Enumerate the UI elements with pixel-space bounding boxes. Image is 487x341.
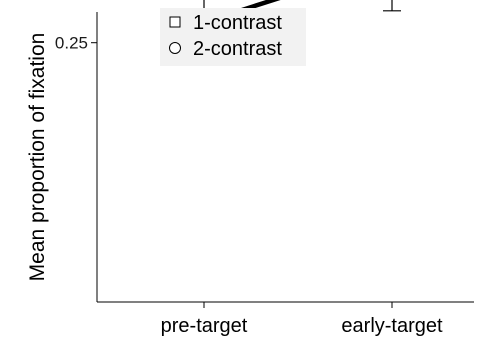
legend-label: 2-contrast [193,38,282,60]
y-tick-label: 0.25 [55,34,88,53]
legend: 1-contrast 2-contrast [160,8,306,66]
x-tick-label: early-target [341,315,443,337]
axes [96,12,474,303]
x-ticks: pre-target early-target [161,302,443,337]
legend-label: 1-contrast [193,12,282,34]
legend-marker-circle [169,42,181,54]
y-ticks: 0.250.300.350.400.45 [55,34,97,53]
legend-marker-square [169,16,181,28]
y-axis-title: Mean proportion of fixation [26,33,49,282]
x-tick-label: pre-target [161,315,248,337]
legend-background [160,8,306,66]
